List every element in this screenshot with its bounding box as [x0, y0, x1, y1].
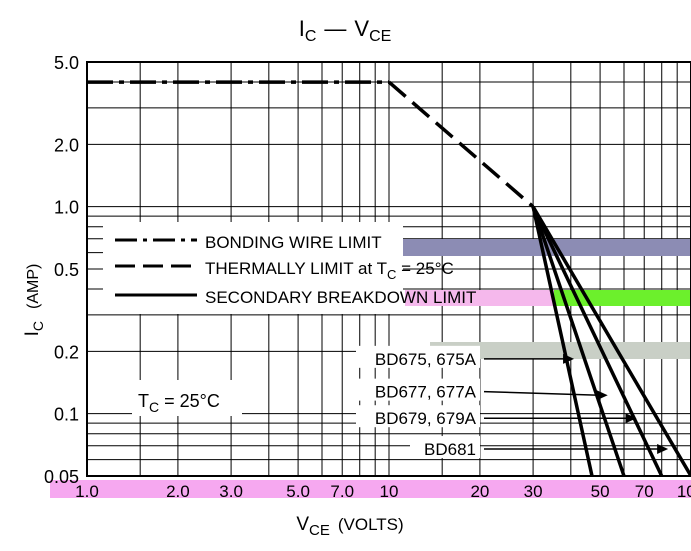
x-tick-label: 2.0 — [166, 482, 190, 501]
x-tick-label: 100 — [677, 482, 691, 501]
series-label: BD675, 675A — [375, 350, 477, 369]
overlay-bar-purple — [385, 239, 691, 256]
y-tick-label: 0.5 — [54, 260, 79, 280]
y-tick-label: 0.2 — [54, 342, 79, 362]
series-label: BD677, 677A — [375, 383, 477, 402]
y-tick-label: 1.0 — [54, 198, 79, 218]
series-label: BD681 — [424, 440, 476, 459]
y-tick-label: 2.0 — [54, 135, 79, 155]
x-tick-label: 3.0 — [219, 482, 243, 501]
y-tick-label: 0.1 — [54, 405, 79, 425]
x-tick-label: 10 — [380, 482, 399, 501]
legend-label-secondary: SECONDARY BREAKDOWN LIMIT — [205, 288, 476, 307]
legend-label-bonding: BONDING WIRE LIMIT — [205, 233, 382, 252]
series-label: BD679, 679A — [375, 409, 477, 428]
x-tick-label: 20 — [470, 482, 489, 501]
x-tick-label: 1.0 — [75, 482, 99, 501]
x-tick-label: 70 — [635, 482, 654, 501]
x-tick-label: 50 — [591, 482, 610, 501]
temperature-annotation: TC = 25°C — [132, 380, 242, 416]
y-tick-label: 0.05 — [44, 467, 79, 487]
x-tick-label: 7.0 — [330, 482, 354, 501]
x-tick-label: 30 — [524, 482, 543, 501]
y-tick-label: 5.0 — [54, 53, 79, 73]
x-tick-label: 5.0 — [286, 482, 310, 501]
